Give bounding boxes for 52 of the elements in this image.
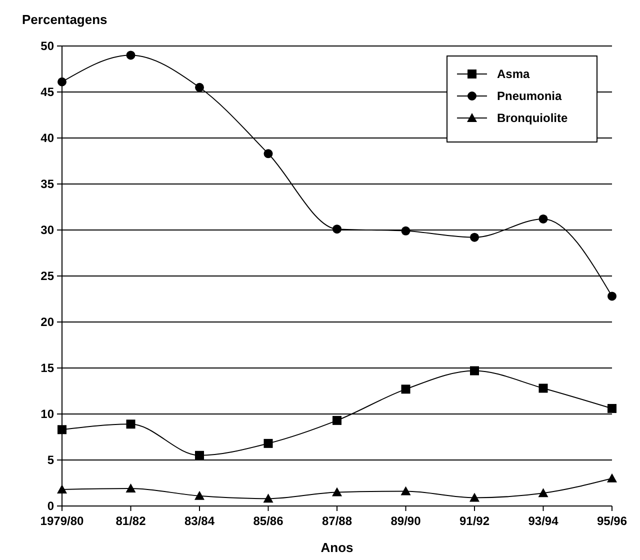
y-axis-title: Percentagens — [22, 12, 108, 27]
point — [264, 149, 273, 158]
y-tick-label: 45 — [40, 85, 54, 100]
x-tick-label: 93/94 — [528, 514, 559, 528]
x-tick-label: 89/90 — [390, 514, 422, 528]
y-tick-label: 25 — [40, 269, 54, 284]
legend-label: Bronquiolite — [497, 111, 568, 126]
point — [470, 492, 480, 502]
y-tick-label: 5 — [47, 453, 54, 468]
y-tick-label: 30 — [40, 223, 54, 238]
y-tick-label: 35 — [40, 177, 54, 192]
point — [195, 82, 204, 92]
point — [608, 404, 616, 413]
x-tick-label: 81/82 — [116, 514, 146, 528]
y-tick-label: 15 — [40, 361, 54, 376]
x-tick-label: 1979/80 — [40, 514, 84, 528]
point — [400, 486, 411, 496]
x-tick-label: 83/84 — [184, 514, 215, 528]
point — [470, 232, 479, 242]
x-axis-title: Anos — [320, 540, 354, 555]
x-tick-label: 91/92 — [459, 514, 490, 528]
x-tick-label: 95/96 — [596, 514, 628, 528]
point — [126, 50, 136, 60]
point — [538, 384, 548, 393]
point — [264, 438, 273, 448]
point — [538, 214, 548, 224]
point — [58, 425, 66, 434]
point — [263, 494, 274, 503]
point — [607, 473, 617, 482]
point — [538, 488, 548, 498]
point — [57, 484, 67, 494]
point — [195, 450, 204, 460]
point — [194, 490, 204, 500]
point — [401, 226, 410, 236]
y-tick-label: 10 — [40, 407, 54, 422]
y-tick-label: 50 — [40, 39, 54, 54]
x-tick-label: 85/86 — [253, 514, 284, 528]
point — [401, 384, 410, 394]
point — [58, 77, 66, 86]
point — [126, 484, 136, 493]
point — [332, 224, 342, 234]
x-tick-label: 87/88 — [322, 514, 352, 528]
y-tick-label: 20 — [40, 315, 54, 330]
legend-label: Pneumonia — [497, 89, 562, 104]
point — [470, 366, 479, 376]
point — [332, 487, 342, 496]
y-tick-label: 0 — [47, 499, 54, 514]
point — [332, 416, 342, 425]
legend-label: Asma — [497, 67, 530, 82]
y-tick-label: 40 — [40, 131, 54, 146]
point — [126, 420, 136, 429]
point — [608, 292, 616, 301]
